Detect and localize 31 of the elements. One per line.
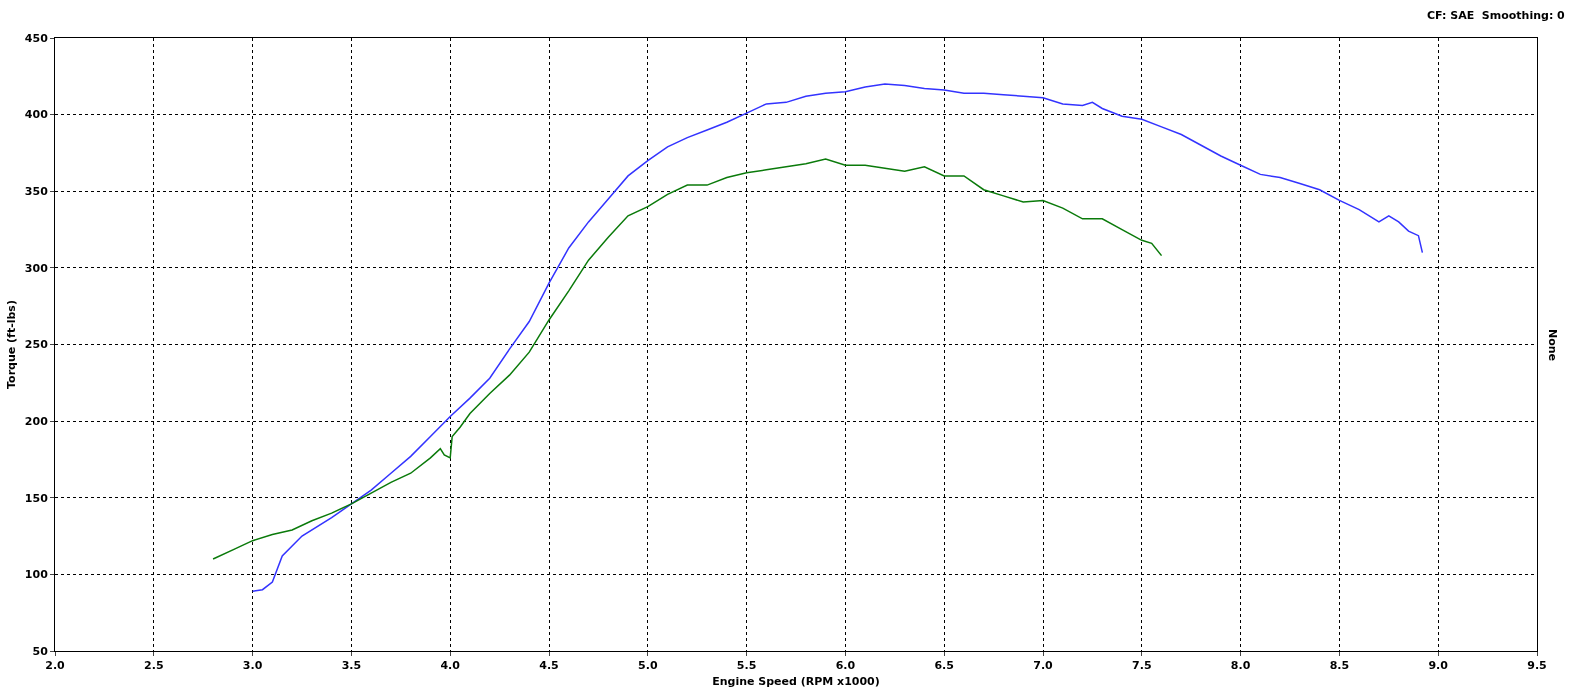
x-tick-label: 3.5 [341, 659, 362, 673]
y-tick-label: 350 [24, 185, 49, 199]
x-tick-label: 8.5 [1329, 659, 1350, 673]
x-tick-label: 3.0 [242, 659, 263, 673]
x-tick-label: 9.0 [1428, 659, 1449, 673]
x-tick-label: 9.5 [1527, 659, 1547, 673]
y-tick-label: 50 [32, 644, 49, 658]
y-tick-label: 450 [24, 31, 49, 45]
y-tick-label: 200 [24, 414, 49, 428]
x-tick-label: 5.0 [638, 659, 658, 673]
x-tick-label: 6.0 [835, 659, 856, 673]
x-tick-label: 8.0 [1230, 659, 1251, 673]
y2-axis-title: None [1546, 329, 1559, 362]
y-tick-label: 250 [24, 338, 49, 352]
x-tick-label: 7.5 [1132, 659, 1152, 673]
y-tick-label: 300 [24, 261, 49, 275]
x-tick-label: 4.0 [440, 659, 461, 673]
y-tick-label: 150 [24, 491, 49, 505]
x-axis-title: Engine Speed (RPM x1000) [712, 675, 880, 689]
y-tick-label: 400 [24, 108, 49, 122]
text: CF: SAE Smoothing: 0 [1427, 9, 1566, 22]
x-tick-label: 2.0 [45, 659, 66, 673]
x-tick-label: 7.0 [1033, 659, 1054, 673]
y-axis-title: Torque (ft-lbs) [5, 300, 19, 389]
y-tick-label: 100 [24, 568, 49, 582]
x-tick-label: 6.5 [934, 659, 954, 673]
x-tick-label: 5.5 [736, 659, 757, 673]
line-series [251, 83, 1424, 592]
x-tick-label: 4.5 [539, 659, 559, 673]
x-tick-label: 2.5 [144, 659, 164, 673]
line-series [212, 158, 1163, 560]
